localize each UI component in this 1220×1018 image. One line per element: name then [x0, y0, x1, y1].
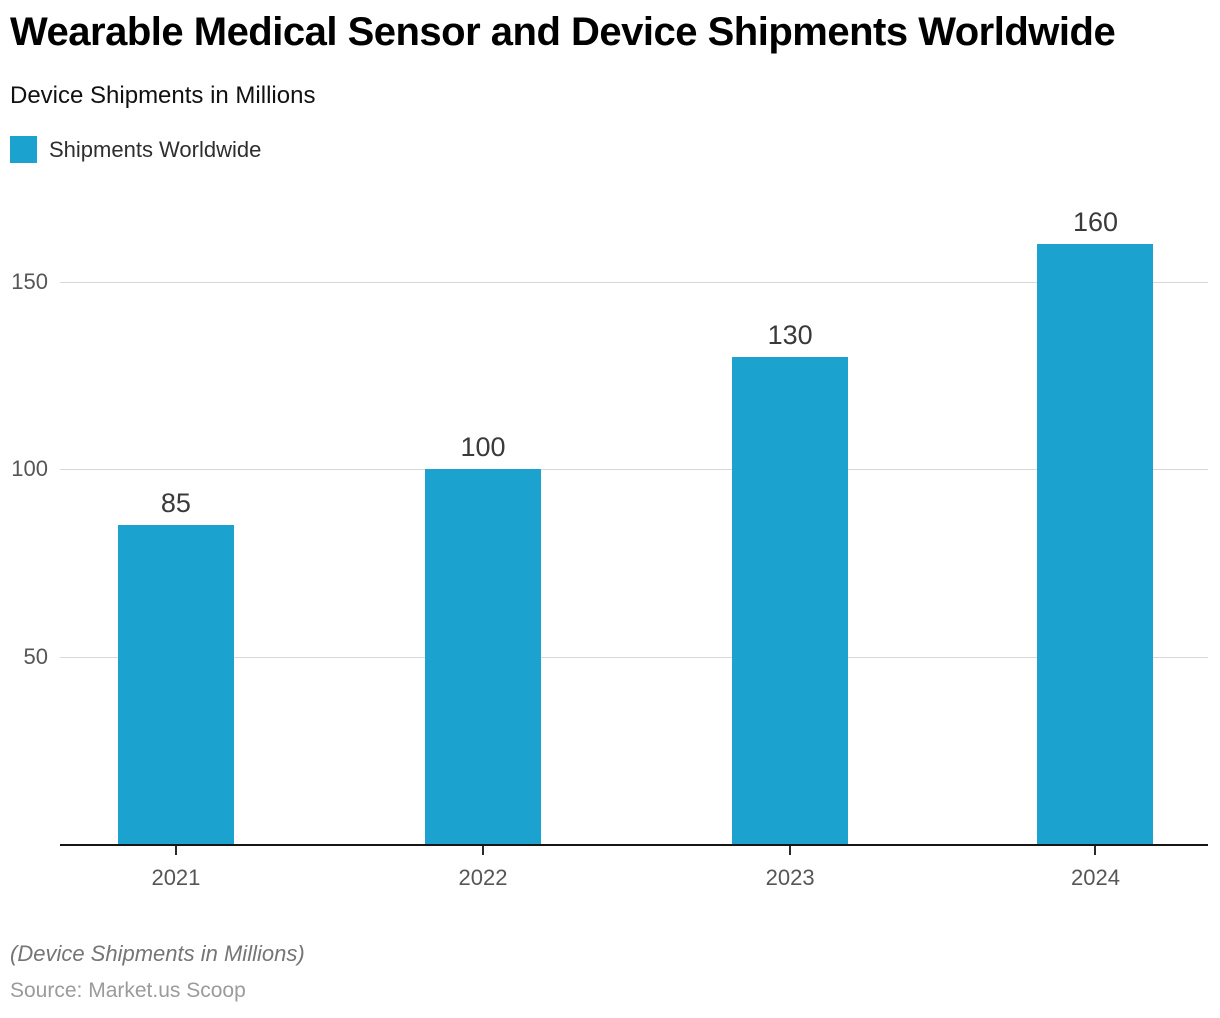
- bar-value-label-2023: 130: [767, 319, 813, 350]
- x-axis-label-2024: 2024: [1071, 865, 1120, 890]
- x-axis-label-2022: 2022: [458, 865, 508, 890]
- plot-area: 50 100 150 85 2021 100 2022 130 2023 160 2024: [11, 190, 1208, 890]
- bar-value-label-2021: 85: [160, 488, 191, 519]
- gridline-150: [60, 281, 1208, 283]
- legend-swatch-icon: [10, 136, 37, 163]
- y-axis-label-100: 100: [11, 456, 48, 481]
- x-axis-tick-2021: [174, 846, 177, 855]
- x-axis-label-2023: 2023: [765, 865, 815, 890]
- legend: Shipments Worldwide: [10, 136, 261, 163]
- legend-label: Shipments Worldwide: [49, 136, 262, 162]
- bar-2022: [425, 469, 542, 844]
- x-axis-tick-2024: [1094, 846, 1097, 855]
- bar-value-label-2022: 100: [460, 432, 506, 462]
- y-axis-label-150: 150: [11, 268, 48, 294]
- chart-subtitle: Device Shipments in Millions: [10, 82, 316, 109]
- y-axis-label-50: 50: [23, 643, 48, 669]
- chart-title: Wearable Medical Sensor and Device Shipm…: [10, 10, 1116, 54]
- footer-source: Source: Market.us Scoop: [10, 979, 246, 1002]
- x-axis-tick-2022: [482, 846, 485, 855]
- bar-2023: [732, 356, 849, 844]
- bar-2021: [117, 525, 234, 844]
- bar-2024: [1037, 244, 1154, 844]
- x-axis-label-2021: 2021: [151, 865, 201, 890]
- gridline-50: [60, 656, 1208, 658]
- bar-value-label-2024: 160: [1072, 207, 1119, 237]
- gridline-100: [60, 469, 1208, 470]
- footer-note: (Device Shipments in Millions): [10, 941, 305, 966]
- x-axis-tick-2023: [789, 846, 792, 855]
